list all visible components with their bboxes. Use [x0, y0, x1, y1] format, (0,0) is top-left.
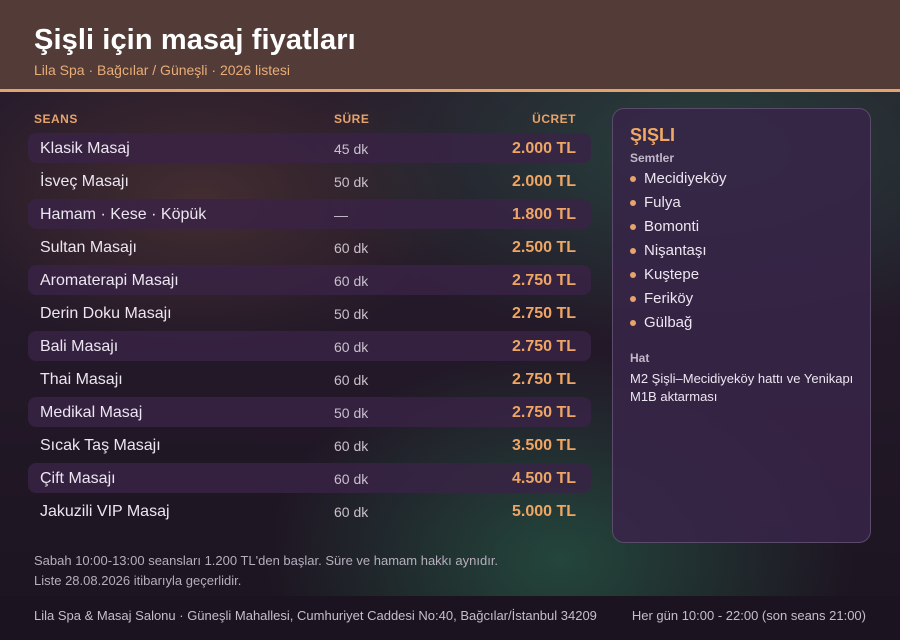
list-item: Fulya [630, 194, 727, 218]
service-name: Jakuzili VIP Masaj [40, 503, 170, 520]
service-price: 1.800 TL [511, 206, 576, 223]
district-name: Kuştepe [644, 266, 700, 283]
service-name: Çift Masajı [40, 470, 116, 487]
list-item: Feriköy [630, 290, 727, 314]
table-row: Medikal Masaj 50 dk 2.750 TL [28, 397, 591, 427]
bullet-icon [630, 176, 636, 182]
service-price: 3.500 TL [511, 437, 576, 454]
service-price: 2.750 TL [511, 371, 576, 388]
districts-label: Semtler [630, 151, 675, 165]
table-row: Sultan Masajı 60 dk 2.500 TL [28, 232, 591, 262]
page-subtitle: Lila Spa · Bağcılar / Güneşli · 2026 lis… [34, 62, 291, 78]
table-row: Sıcak Taş Masajı 60 dk 3.500 TL [28, 430, 591, 460]
header: Şişli için masaj fiyatları Lila Spa · Ba… [0, 0, 900, 89]
footer-hours: Her gün 10:00 - 22:00 (son seans 21:00) [631, 608, 866, 623]
service-duration: 50 dk [334, 405, 369, 421]
table-row: Çift Masajı 60 dk 4.500 TL [28, 463, 591, 493]
list-item: Bomonti [630, 218, 727, 242]
districts-list: Mecidiyeköy Fulya Bomonti Nişantaşı Kuştepe F… [630, 170, 727, 338]
service-duration: — [334, 207, 348, 223]
service-duration: 50 dk [334, 306, 369, 322]
service-duration: 60 dk [334, 372, 369, 388]
district-name: Feriköy [644, 290, 694, 307]
district-name: Bomonti [644, 218, 700, 235]
district-name: Nişantaşı [644, 242, 707, 259]
list-item: Kuştepe [630, 266, 727, 290]
service-name: İsveç Masajı [40, 173, 129, 190]
bullet-icon [630, 224, 636, 230]
page-title: Şişli için masaj fiyatları [34, 24, 356, 56]
service-name: Derin Doku Masajı [40, 305, 172, 322]
footer-address: Lila Spa & Masaj Salonu · Güneşli Mahall… [34, 608, 597, 623]
service-name: Bali Masajı [40, 338, 119, 355]
service-duration: 60 dk [334, 273, 369, 289]
column-header-session: SEANS [34, 112, 78, 126]
transit-text: M2 Şişli–Mecidiyeköy hattı ve Yenikapı M… [630, 371, 854, 404]
note-line-2: Liste 28.08.2026 itibarıyla geçerlidir. [34, 573, 242, 588]
bullet-icon [630, 320, 636, 326]
price-table: Klasik Masaj 45 dk 2.000 TL İsveç Masajı 50 … [28, 133, 591, 529]
bullet-icon [630, 248, 636, 254]
service-duration: 60 dk [334, 438, 369, 454]
service-name: Aromaterapi Masajı [40, 272, 179, 289]
bullet-icon [630, 200, 636, 206]
service-price: 2.000 TL [511, 140, 576, 157]
table-row: Bali Masajı 60 dk 2.750 TL [28, 331, 591, 361]
district-name: Gülbağ [644, 314, 693, 331]
table-row: Aromaterapi Masajı 60 dk 2.750 TL [28, 265, 591, 295]
service-price: 2.750 TL [511, 404, 576, 421]
district-name: Mecidiyeköy [644, 170, 727, 187]
service-duration: 60 dk [334, 504, 369, 520]
column-header-price: ÜCRET [532, 112, 576, 126]
service-duration: 60 dk [334, 471, 369, 487]
note-line-1: Sabah 10:00-13:00 seansları 1.200 TL'den… [34, 553, 499, 568]
service-name: Hamam · Kese · Köpük [40, 206, 207, 223]
district-name: Fulya [644, 194, 681, 211]
service-name: Sıcak Taş Masajı [40, 437, 161, 454]
bullet-icon [630, 296, 636, 302]
service-price: 5.000 TL [511, 503, 576, 520]
service-duration: 45 dk [334, 141, 369, 157]
service-duration: 50 dk [334, 174, 369, 190]
transit-label: Hat [630, 351, 650, 365]
table-row: Thai Masajı 60 dk 2.750 TL [28, 364, 591, 394]
service-price: 2.750 TL [511, 338, 576, 355]
header-divider [0, 89, 900, 92]
service-duration: 60 dk [334, 339, 369, 355]
panel-title: ŞIŞLI [630, 125, 676, 145]
service-name: Medikal Masaj [40, 404, 143, 421]
service-price: 2.500 TL [511, 239, 576, 256]
table-row: Hamam · Kese · Köpük — 1.800 TL [28, 199, 591, 229]
service-duration: 60 dk [334, 240, 369, 256]
service-price: 4.500 TL [511, 470, 576, 487]
service-name: Thai Masajı [40, 371, 123, 388]
service-price: 2.750 TL [511, 305, 576, 322]
district-panel: ŞIŞLI Semtler Mecidiyeköy Fulya Bomonti Niş… [612, 108, 871, 543]
service-name: Sultan Masajı [40, 239, 137, 256]
list-item: Mecidiyeköy [630, 170, 727, 194]
service-name: Klasik Masaj [40, 140, 130, 157]
table-row: İsveç Masajı 50 dk 2.000 TL [28, 166, 591, 196]
table-row: Jakuzili VIP Masaj 60 dk 5.000 TL [28, 496, 591, 526]
service-price: 2.750 TL [511, 272, 576, 289]
service-price: 2.000 TL [511, 173, 576, 190]
column-header-duration: SÜRE [334, 112, 370, 126]
footer: Lila Spa & Masaj Salonu · Güneşli Mahall… [0, 596, 900, 640]
list-item: Gülbağ [630, 314, 727, 338]
bullet-icon [630, 272, 636, 278]
list-item: Nişantaşı [630, 242, 727, 266]
table-row: Derin Doku Masajı 50 dk 2.750 TL [28, 298, 591, 328]
table-row: Klasik Masaj 45 dk 2.000 TL [28, 133, 591, 163]
